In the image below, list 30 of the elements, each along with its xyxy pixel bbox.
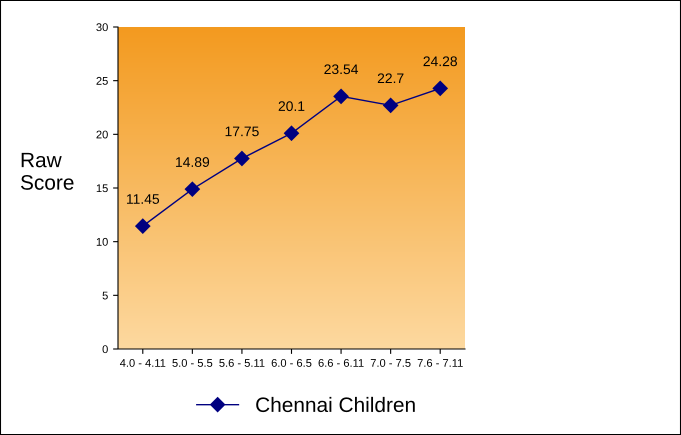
x-tick-label: 7.6 - 7.11 [418,359,463,367]
data-label: 22.7 [378,73,404,84]
x-tick-label: 7.0 - 7.5 [370,359,411,367]
point [334,88,349,104]
x-tick-label: 5.6 - 5.11 [219,359,264,367]
point [284,126,300,141]
y-tick-label: 25 [96,76,108,85]
y-tick-label: 10 [96,238,108,246]
x-tick-label: 5.0 - 5.5 [172,359,212,367]
y-tick-label: 0 [102,345,108,354]
data-label: 14.89 [176,157,210,167]
x-tick-label: 6.0 - 6.5 [272,359,312,367]
x-tick-label: 4.0 - 4.11 [120,359,166,367]
point [432,80,448,96]
point [184,182,200,197]
y-tick-label: 30 [96,23,108,32]
data-label: 23.54 [324,64,358,74]
data-label: 24.28 [424,56,457,66]
y-tick-label: 15 [96,184,108,192]
point [234,150,250,166]
data-label: 11.45 [126,194,160,204]
data-label: 20.1 [278,101,304,112]
point [383,98,398,113]
y-tick-label: 5 [102,292,108,300]
data-label: 17.75 [226,126,259,136]
y-tick-label: 20 [96,130,108,138]
y-axis-title: Raw Score [20,152,74,190]
legend-label: Chennai Children [256,396,415,412]
x-tick-label: 6.6 - 6.11 [318,359,364,367]
point [135,218,150,234]
